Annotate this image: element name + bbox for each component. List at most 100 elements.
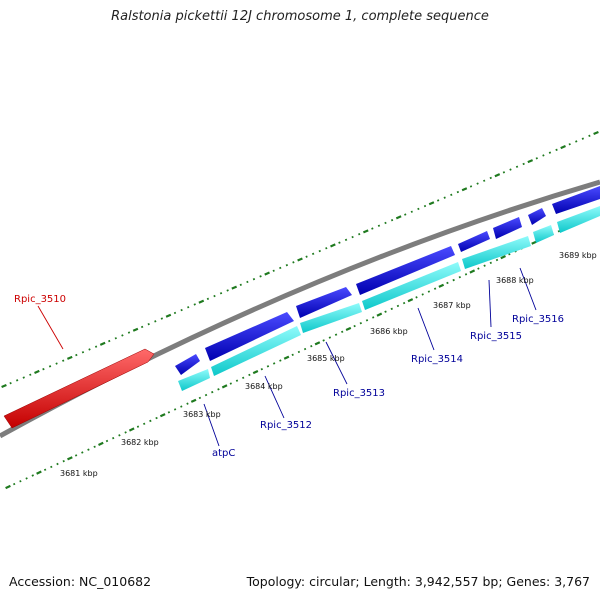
gene-rpic-3510[interactable]	[3, 348, 155, 429]
inner-minor-tick	[56, 462, 59, 466]
gene-label-rpic-3512[interactable]: Rpic_3512	[260, 420, 312, 431]
outer-minor-tick	[187, 306, 190, 309]
gene-label-rpic-3516[interactable]: Rpic_3516	[512, 314, 564, 325]
inner-minor-tick	[124, 431, 127, 434]
inner-major-tick	[376, 312, 383, 317]
inner-minor-tick	[279, 359, 282, 362]
tick-row-outer	[1, 130, 599, 389]
inner-minor-tick	[396, 304, 400, 308]
outer-minor-tick	[173, 311, 177, 315]
outer-major-tick	[264, 271, 270, 276]
inner-minor-tick	[74, 454, 78, 457]
inner-major-tick	[159, 413, 166, 418]
outer-minor-tick	[515, 165, 519, 168]
gene-reverse-4[interactable]	[362, 262, 461, 310]
outer-major-tick	[560, 144, 566, 150]
outer-major-tick	[165, 313, 172, 318]
inner-minor-tick	[112, 436, 115, 440]
inner-minor-tick	[19, 480, 22, 483]
outer-minor-tick	[483, 179, 486, 182]
inner-minor-tick	[495, 258, 499, 262]
outer-minor-tick	[121, 334, 124, 337]
inner-minor-tick	[12, 482, 16, 486]
gene-reverse-2[interactable]	[211, 326, 301, 376]
outer-minor-tick	[88, 348, 91, 351]
gene-rpic-3514[interactable]	[356, 246, 455, 295]
outer-minor-tick	[108, 339, 111, 343]
outer-minor-tick	[285, 263, 289, 267]
inner-minor-tick	[483, 264, 486, 267]
outer-minor-tick	[456, 190, 460, 194]
outer-major-tick	[1, 383, 7, 389]
outer-minor-tick	[357, 232, 361, 236]
gene-label-rpic-3514[interactable]: Rpic_3514	[411, 354, 463, 365]
gene-reverse-6[interactable]	[533, 225, 554, 243]
gene-rpic-3515[interactable]	[458, 231, 490, 252]
inner-major-tick	[438, 283, 445, 288]
outer-minor-tick	[193, 303, 196, 306]
inner-minor-tick	[402, 301, 406, 305]
gene-reverse-5[interactable]	[462, 236, 531, 269]
outer-major-tick	[593, 130, 599, 136]
gene-atpc[interactable]	[175, 354, 200, 375]
inner-major-tick	[252, 369, 259, 375]
inner-minor-tick	[87, 448, 90, 451]
outer-minor-tick	[450, 193, 453, 197]
gene-label-atpc[interactable]: atpC	[212, 448, 235, 459]
connector-rpic-3512	[264, 375, 285, 419]
inner-minor-tick	[365, 319, 369, 322]
gene-rpic-3513[interactable]	[296, 287, 352, 318]
gene-reverse-edge[interactable]	[557, 206, 600, 233]
outer-minor-tick	[272, 269, 275, 272]
outer-minor-tick	[154, 320, 157, 323]
gene-rpic-3516[interactable]	[493, 217, 522, 239]
inner-major-tick	[283, 355, 290, 360]
inner-minor-tick	[322, 339, 325, 342]
gene-label-rpic-3510[interactable]: Rpic_3510	[14, 294, 66, 305]
inner-minor-tick	[427, 290, 431, 293]
inner-minor-tick	[62, 459, 65, 463]
inner-minor-tick	[421, 293, 424, 296]
outer-minor-tick	[94, 345, 98, 348]
inner-minor-tick	[81, 451, 84, 454]
gene-label-rpic-3515[interactable]: Rpic_3515	[470, 331, 522, 342]
inner-minor-tick	[452, 278, 455, 282]
outer-minor-tick	[469, 185, 473, 188]
gene-reverse-1[interactable]	[178, 369, 210, 391]
inner-minor-tick	[464, 273, 468, 276]
outer-minor-tick	[22, 376, 25, 379]
outer-minor-tick	[9, 381, 12, 385]
inner-major-tick	[5, 484, 11, 490]
inner-major-tick	[36, 470, 42, 475]
outer-minor-tick	[436, 199, 440, 202]
inner-major-tick	[314, 341, 321, 346]
inner-minor-tick	[297, 350, 301, 354]
inner-minor-tick	[508, 253, 511, 256]
inner-minor-tick	[50, 465, 53, 469]
gene-small-a[interactable]	[528, 208, 546, 225]
kbp-label-3683: 3683 kbp	[183, 410, 221, 419]
gene-rpic-3512[interactable]	[205, 312, 294, 361]
outer-minor-tick	[311, 252, 315, 256]
kbp-label-3689: 3689 kbp	[559, 251, 597, 260]
outer-minor-tick	[318, 249, 321, 253]
inner-minor-tick	[235, 379, 239, 382]
outer-minor-tick	[75, 353, 78, 357]
gene-label-rpic-3513[interactable]: Rpic_3513	[333, 388, 385, 399]
inner-minor-tick	[477, 267, 480, 270]
inner-minor-tick	[353, 324, 356, 328]
gene-edge-forward[interactable]	[552, 186, 600, 214]
outer-minor-tick	[344, 238, 348, 242]
outer-minor-tick	[410, 210, 413, 213]
gene-reverse-3[interactable]	[300, 303, 362, 333]
inner-minor-tick	[186, 402, 189, 405]
outer-minor-tick	[390, 218, 394, 222]
outer-minor-tick	[535, 157, 539, 160]
topology-summary: Topology: circular; Length: 3,942,557 bp…	[246, 574, 590, 589]
inner-major-tick	[190, 398, 197, 403]
connector-rpic-3515	[488, 279, 492, 328]
outer-minor-tick	[206, 297, 210, 301]
outer-minor-tick	[338, 241, 341, 244]
outer-major-tick	[494, 173, 501, 178]
